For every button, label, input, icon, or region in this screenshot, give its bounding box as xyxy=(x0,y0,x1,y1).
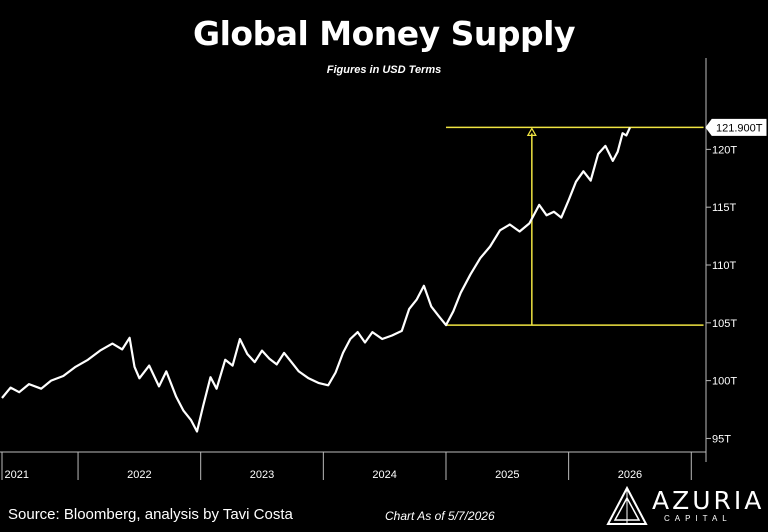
azuria-mark-icon xyxy=(606,486,648,525)
money-supply-series-line xyxy=(1,126,632,433)
as-of-note: Chart As of 5/7/2026 xyxy=(385,509,495,523)
logo-wordmark: AZURIA xyxy=(652,486,765,515)
y-tick-label: 120T xyxy=(712,144,737,156)
chart-subtitle: Figures in USD Terms xyxy=(326,64,442,76)
azuria-logo: AZURIA CAPITAL xyxy=(600,484,761,528)
x-tick-label: 2022 xyxy=(127,469,151,481)
y-tick-label: 100T xyxy=(712,376,737,388)
x-tick-label: 2021 xyxy=(4,469,28,481)
x-tick-label: 2023 xyxy=(250,469,274,481)
x-tick-label: 2024 xyxy=(372,469,396,481)
y-tick-label: 115T xyxy=(712,202,737,214)
x-tick-label: 2025 xyxy=(495,469,519,481)
last-value-label: 121.900T xyxy=(716,122,763,134)
logo-subtext: CAPITAL xyxy=(664,514,732,523)
y-tick-label: 110T xyxy=(712,260,737,272)
last-value-badge xyxy=(705,118,767,136)
y-tick-label: 95T xyxy=(712,433,731,445)
y-tick-label: 105T xyxy=(712,318,737,330)
source-note: Source: Bloomberg, analysis by Tavi Cost… xyxy=(8,506,293,523)
annotation-arrowhead-icon xyxy=(526,127,537,137)
chart-title: Global Money Supply xyxy=(193,14,575,53)
x-tick-label: 2026 xyxy=(618,469,642,481)
